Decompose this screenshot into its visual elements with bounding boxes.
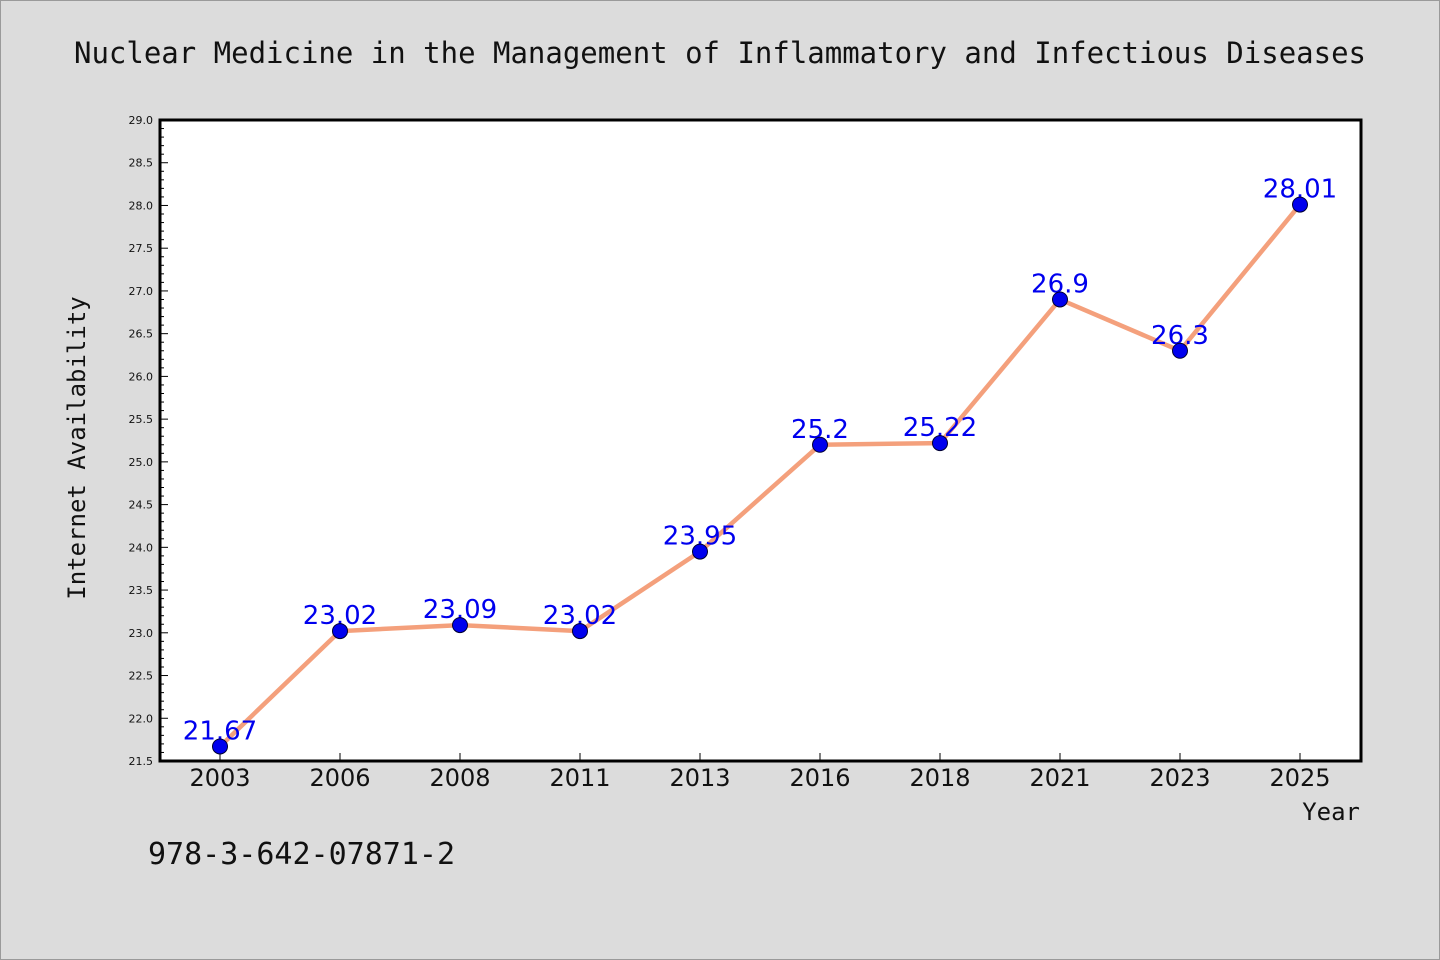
data-points (212, 196, 1308, 755)
y-tick-label: 28.5 (129, 157, 154, 170)
y-tick-label: 27.5 (129, 242, 154, 255)
data-point (1052, 291, 1068, 308)
y-tick-label: 22.5 (129, 670, 154, 683)
x-tick-label: 2008 (429, 764, 490, 792)
x-tick-label: 2011 (549, 764, 610, 792)
series-polyline (217, 202, 1303, 749)
plot-area (158, 118, 1363, 763)
x-tick-label: 2023 (1149, 764, 1210, 792)
series-line (217, 202, 1303, 749)
data-point (572, 623, 588, 640)
data-point (1172, 342, 1188, 359)
x-tick-label: 2013 (669, 764, 730, 792)
y-tick-label: 28.0 (129, 199, 154, 212)
y-tick-label: 29.0 (129, 114, 154, 127)
footer-text: 978-3-642-07871-2 (148, 837, 455, 872)
y-tick-label: 23.5 (129, 584, 154, 597)
x-tick-label: 2006 (309, 764, 370, 792)
y-tick-label: 26.5 (129, 328, 154, 341)
y-axis: 21.5 22.0 22.5 23.0 23.5 24.0 24.5 25.0 25.5 26.0… (129, 114, 168, 768)
data-point (812, 436, 828, 453)
x-axis-label: Year (1302, 798, 1360, 826)
x-tick-label: 2016 (789, 764, 850, 792)
y-tick-label: 25.5 (129, 413, 154, 426)
x-tick-label: 2018 (909, 764, 970, 792)
y-tick-label: 27.0 (129, 285, 154, 298)
y-tick-label: 25.0 (129, 456, 154, 469)
data-point (932, 435, 948, 452)
x-tick-label: 2003 (189, 764, 250, 792)
data-point (452, 617, 468, 634)
y-tick-label: 21.5 (129, 755, 154, 768)
x-axis: 2003 2006 2008 2011 2013 2016 2018 2021 2023 2025 (189, 753, 1331, 792)
x-tick-label: 2021 (1029, 764, 1090, 792)
y-tick-label: 23.0 (129, 627, 154, 640)
y-tick-label: 26.0 (129, 370, 154, 383)
data-point (1292, 196, 1308, 213)
data-point (212, 738, 228, 755)
y-tick-label: 22.0 (129, 712, 154, 725)
chart-title: Nuclear Medicine in the Management of In… (74, 36, 1366, 70)
data-point (692, 543, 708, 560)
data-point (332, 623, 348, 640)
x-tick-label: 2025 (1269, 764, 1330, 792)
y-tick-label: 24.5 (129, 499, 154, 512)
y-axis-label: Internet Availability (63, 296, 91, 599)
y-tick-label: 24.0 (129, 541, 154, 554)
